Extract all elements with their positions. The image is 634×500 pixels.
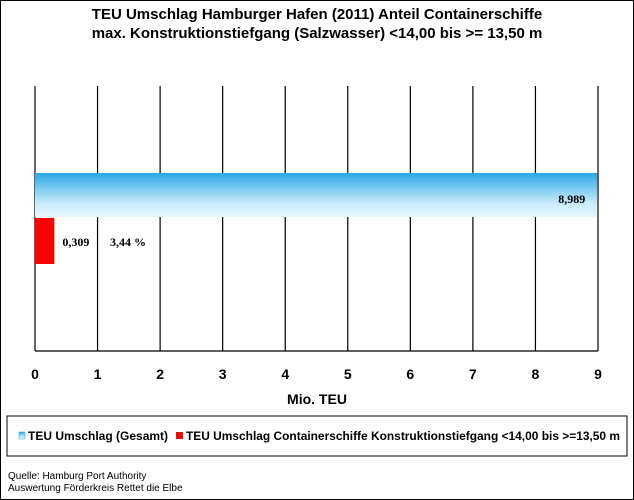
data-label-gesamt: 8,989 bbox=[558, 192, 585, 206]
chart-title-line-2: max. Konstruktionstiefgang (Salzwasser) … bbox=[92, 25, 543, 42]
x-tick-label-3: 3 bbox=[219, 366, 227, 382]
legend-box bbox=[6, 415, 628, 457]
legend-label-containerschiffe: TEU Umschlag Containerschiffe Konstrukti… bbox=[186, 429, 620, 443]
x-axis-ticks: 0 1 2 3 4 5 6 7 8 9 bbox=[31, 366, 602, 382]
source-line-1: Quelle: Hamburg Port Authority bbox=[8, 471, 147, 482]
x-tick-label-7: 7 bbox=[469, 366, 477, 382]
x-tick-label-2: 2 bbox=[156, 366, 164, 382]
x-tick-label-1: 1 bbox=[94, 366, 102, 382]
gridlines bbox=[34, 86, 599, 352]
source-line-2: Auswertung Förderkreis Rettet die Elbe bbox=[8, 483, 183, 494]
x-tick-label-0: 0 bbox=[31, 366, 39, 382]
legend: TEU Umschlag (Gesamt) TEU Umschlag Contai… bbox=[18, 429, 620, 443]
x-tick-label-6: 6 bbox=[406, 366, 414, 382]
bar-gesamt bbox=[35, 173, 598, 217]
legend-label-gesamt: TEU Umschlag (Gesamt) bbox=[28, 429, 168, 443]
data-label-containerschiffe: 0,309 bbox=[62, 235, 89, 249]
chart-title-line-1: TEU Umschlag Hamburger Hafen (2011) Ante… bbox=[92, 6, 542, 23]
x-tick-label-9: 9 bbox=[594, 366, 602, 382]
data-label-percent: 3,44 % bbox=[110, 235, 146, 249]
bars: 8,989 0,309 3,44 % bbox=[35, 173, 598, 264]
x-tick-label-4: 4 bbox=[281, 366, 289, 382]
legend-swatch-containerschiffe bbox=[176, 432, 183, 439]
x-axis-title: Mio. TEU bbox=[287, 391, 347, 407]
bar-containerschiffe bbox=[35, 218, 55, 264]
x-tick-label-5: 5 bbox=[344, 366, 352, 382]
legend-swatch-gesamt bbox=[18, 431, 26, 440]
x-tick-label-8: 8 bbox=[532, 366, 540, 382]
